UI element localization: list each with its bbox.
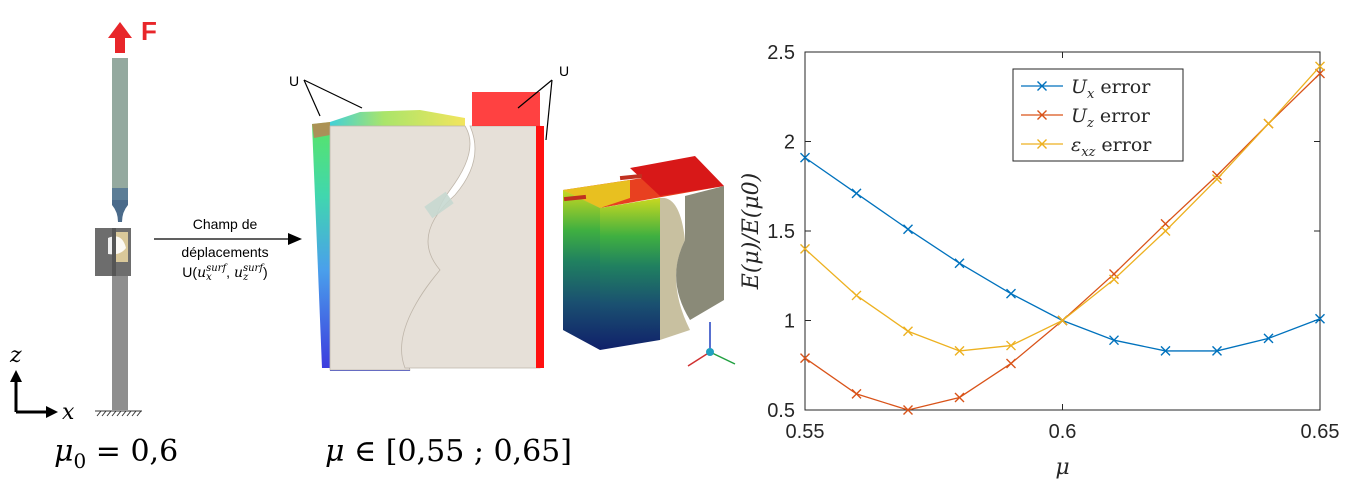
series-2-point [1315,61,1325,72]
series-0-point [1160,345,1171,356]
series-0-point [800,152,810,163]
legend-entry-2: εxz error [1071,134,1152,160]
axis-triad-icon [10,370,58,418]
series-0-point [903,224,913,235]
series-line-0 [804,157,1321,352]
series-1-point [1160,218,1171,229]
displacement-arrow-icon [154,233,302,245]
series-0-point [1006,288,1016,299]
series-1-point [800,353,810,364]
y-tick-label: 0.5 [767,400,795,422]
series-1-point [1006,358,1016,369]
specimen-bar [95,58,131,410]
series-2-point [1109,274,1119,285]
force-arrow-icon [108,22,132,53]
x-tick-label: 0.65 [1301,421,1340,443]
series-2-point [954,345,965,356]
y-axis-label: E(μ)/E(μ0) [739,173,764,290]
legend-entry-1: Uz error [1071,105,1151,131]
series-1-point [1212,170,1222,181]
series-0-point [851,188,862,199]
small-axis-triad-icon [687,322,736,367]
legend-marker-2 [1037,139,1047,149]
series-0-point [1212,345,1222,356]
y-tick-label: 1 [784,311,795,333]
u-label-left: U [289,73,300,89]
displacement-field-label-2: déplacements U(u surf x, u surf z) [150,242,300,283]
series-2-point [800,243,810,254]
specimen-drawing [10,22,142,418]
legend-marker-0 [1037,81,1047,91]
series-0-point [1109,335,1119,346]
series-2-point [903,326,913,337]
series-1-point [851,388,862,399]
series-0-point [954,258,965,269]
legend-entry-0: Ux error [1071,76,1151,102]
specimen-panel: F z x μ0 = 0,6 [0,0,300,492]
series-2-point [1212,174,1222,185]
series-0-point [1263,333,1274,344]
cube-3d-model [563,156,724,350]
displacement-field-formula: U(u surf x, u surf z) [182,263,268,284]
axis-x-label: x [62,400,75,425]
displacement-field-label: Champ de [192,216,258,232]
series-0-point [1315,313,1325,324]
x-tick-label: 0.55 [786,421,825,443]
series-2-point [851,290,862,301]
series-2-point [1160,226,1171,236]
y-tick-label: 2.5 [767,42,795,64]
right-displacement-vectors [472,92,544,368]
left-displacement-vectors [312,122,332,368]
mu0-formula: μ0 = 0,6 [54,434,179,473]
series-1-point [903,405,913,415]
x-axis-label: μ [1055,455,1069,480]
series-2-point [1263,118,1274,129]
u-pointer-arrows [303,79,553,141]
series-2-point [1057,315,1068,326]
y-tick-label: 2 [784,132,795,154]
force-label: F [141,16,157,46]
x-tick-label: 0.6 [1049,421,1077,443]
ground-support [95,410,142,417]
axis-z-label: z [10,343,22,368]
mu-range-formula: μ ∈ [0,55 ; 0,65] [325,434,572,469]
y-tick-label: 1.5 [767,221,795,243]
legend-marker-1 [1037,110,1047,120]
series-1-point [954,392,965,403]
fe-model-drawing [303,79,736,371]
series-2-point [1006,340,1016,351]
top-displacement-vectors [330,110,465,128]
u-label-right: U [559,63,570,79]
